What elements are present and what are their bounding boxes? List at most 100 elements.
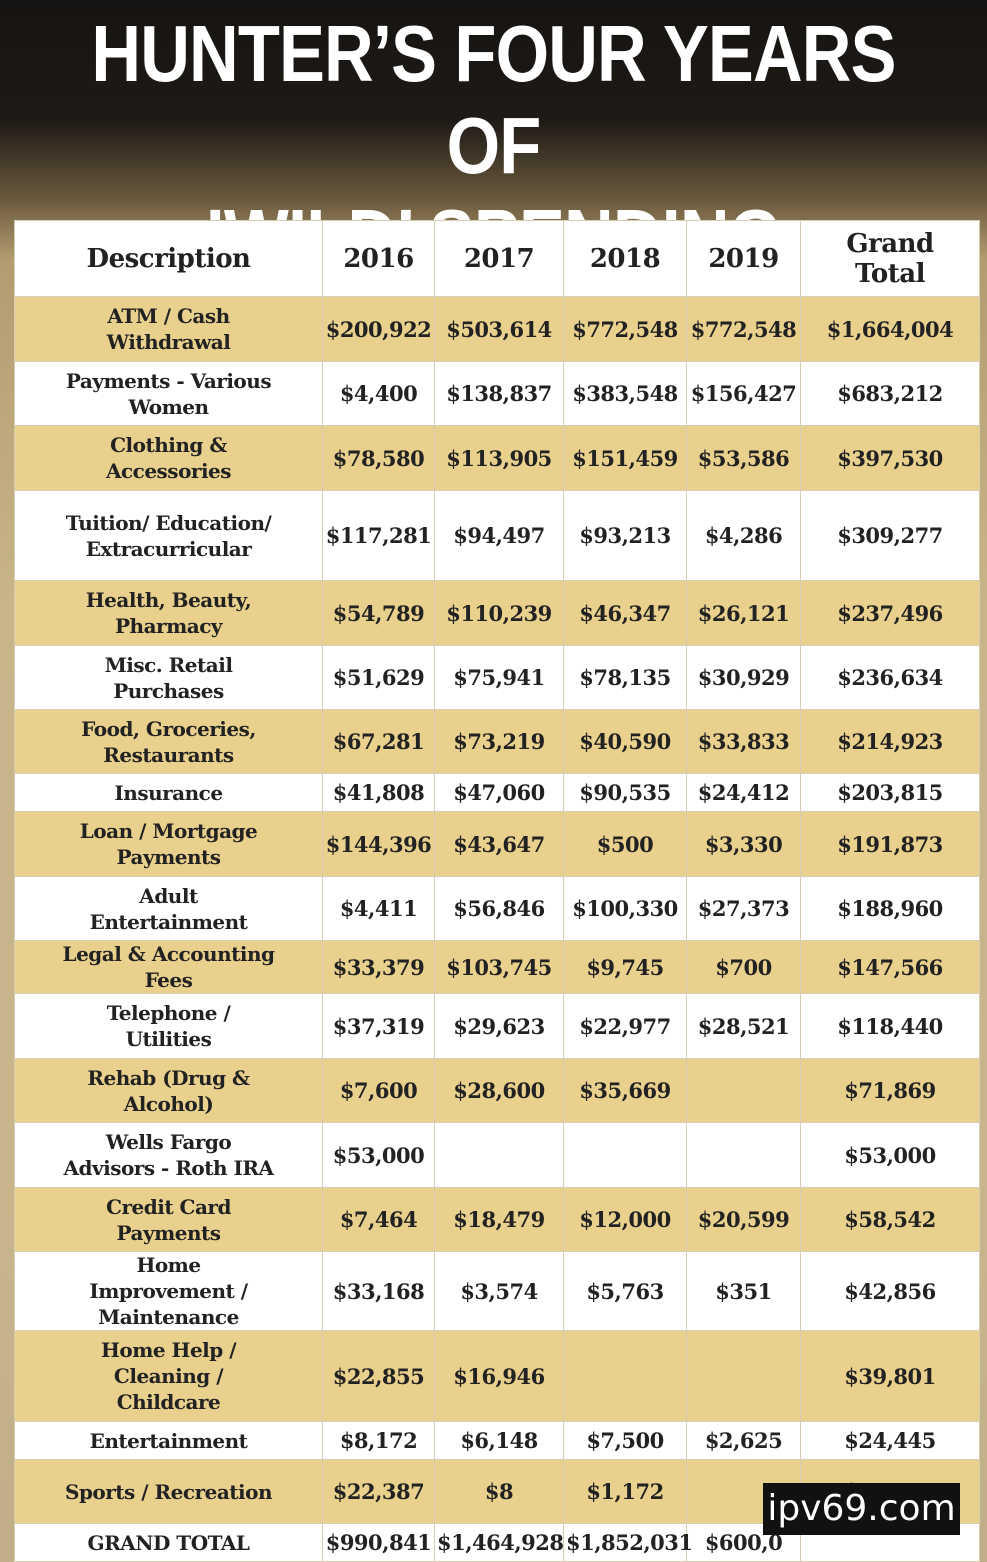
cell: $58,542 — [800, 1187, 980, 1252]
row-label-text: Legal & Accounting Fees — [62, 942, 275, 992]
cell: $43,647 — [434, 811, 564, 877]
cell: $237,496 — [800, 580, 980, 646]
row-label-text: Food, Groceries, Restaurants — [81, 716, 256, 767]
watermark: ipv69.com — [763, 1483, 960, 1535]
table-row: ATM / Cash Withdrawal $200,922 $503,614 $77… — [14, 296, 980, 362]
title-line: HUNTER’S FOUR YEARS OF — [91, 9, 896, 190]
cell: $20,599 — [686, 1187, 801, 1252]
table-row: Clothing & Accessories $78,580 $113,905 $15… — [14, 425, 980, 491]
cell: $46,347 — [563, 580, 687, 646]
cell: $138,837 — [434, 361, 564, 426]
cell: $56,846 — [434, 876, 564, 941]
cell: $4,400 — [322, 361, 435, 426]
table-row: Telephone / Utilities $37,319 $29,623 $22,9… — [14, 993, 980, 1059]
cell: $5,763 — [563, 1251, 687, 1331]
cell: $8 — [434, 1459, 564, 1524]
table-row: Adult Entertainment $4,411 $56,846 $100,330… — [14, 876, 980, 941]
table-row: Tuition/ Education/ Extracurricular $117,… — [14, 490, 980, 581]
row-label: Misc. Retail Purchases — [14, 645, 323, 710]
column-header-text: Grand Total — [846, 228, 934, 289]
cell: $41,808 — [322, 773, 435, 812]
cell: $27,373 — [686, 876, 801, 941]
row-label-text: Home Help / Cleaning / Childcare — [100, 1338, 237, 1414]
cell: $4,411 — [322, 876, 435, 941]
cell: $113,905 — [434, 425, 564, 491]
table-row: GRAND TOTAL $990,841 $1,464,928 $1,852,031 $… — [14, 1523, 980, 1562]
cell: $351 — [686, 1251, 801, 1331]
row-label-text: Telephone / Utilities — [106, 1001, 231, 1051]
cell: $117,281 — [322, 490, 435, 581]
cell: $7,464 — [322, 1187, 435, 1252]
header-row: Description 2016 2017 2018 2019 Grand Total — [14, 220, 980, 297]
cell: $1,464,928 — [434, 1523, 564, 1562]
cell: $40,590 — [563, 709, 687, 774]
cell: $309,277 — [800, 490, 980, 581]
cell: $24,445 — [800, 1421, 980, 1460]
table-row: Home Help / Cleaning / Childcare $22,855 $… — [14, 1330, 980, 1422]
column-header: Grand Total — [800, 220, 980, 297]
row-label: Home Help / Cleaning / Childcare — [14, 1330, 323, 1422]
cell: $18,479 — [434, 1187, 564, 1252]
cell: $16,946 — [434, 1330, 564, 1422]
cell: $772,548 — [686, 296, 801, 362]
cell: $214,923 — [800, 709, 980, 774]
cell: $28,600 — [434, 1058, 564, 1123]
cell: $1,852,031 — [563, 1523, 693, 1562]
cell: $35,669 — [563, 1058, 687, 1123]
cell: $53,000 — [800, 1122, 980, 1188]
row-label: Rehab (Drug & Alcohol) — [14, 1058, 323, 1123]
cell: $1,172 — [563, 1459, 687, 1524]
cell: $397,530 — [800, 425, 980, 491]
cell: $47,060 — [434, 773, 564, 812]
table-row: Rehab (Drug & Alcohol) $7,600 $28,600 $35,6… — [14, 1058, 980, 1123]
row-label-text: Clothing & Accessories — [105, 433, 232, 483]
table-row: Payments - Various Women $4,400 $138,837 $3… — [14, 361, 980, 426]
cell: $53,586 — [686, 425, 801, 491]
row-label: Adult Entertainment — [14, 876, 323, 941]
table-row: Legal & Accounting Fees $33,379 $103,745 $9… — [14, 940, 980, 994]
table-row: Home Improvement / Maintenance $33,168 $3,… — [14, 1251, 980, 1331]
cell: $22,387 — [322, 1459, 435, 1524]
cell: $147,566 — [800, 940, 980, 994]
row-label: Health, Beauty, Pharmacy — [14, 580, 323, 646]
cell: $4,286 — [686, 490, 801, 581]
column-header: Description — [14, 220, 323, 297]
table-row: Insurance $41,808 $47,060 $90,535 $24,412 $20… — [14, 773, 980, 812]
cell: $37,319 — [322, 993, 435, 1059]
row-label: Legal & Accounting Fees — [14, 940, 323, 994]
cell: $67,281 — [322, 709, 435, 774]
cell: $28,521 — [686, 993, 801, 1059]
row-label: GRAND TOTAL — [14, 1523, 323, 1562]
cell — [434, 1122, 564, 1188]
cell: $2,625 — [686, 1421, 801, 1460]
cell: $8,172 — [322, 1421, 435, 1460]
cell: $191,873 — [800, 811, 980, 877]
cell: $7,500 — [563, 1421, 687, 1460]
cell: $51,629 — [322, 645, 435, 710]
cell: $236,634 — [800, 645, 980, 710]
cell: $1,664,004 — [800, 296, 980, 362]
cell: $24,412 — [686, 773, 801, 812]
cell: $22,855 — [322, 1330, 435, 1422]
cell: $7,600 — [322, 1058, 435, 1123]
cell: $33,379 — [322, 940, 435, 994]
row-label-text: Health, Beauty, Pharmacy — [85, 588, 252, 638]
table-row: Food, Groceries, Restaurants $67,281 $73,2… — [14, 709, 980, 774]
row-label: Insurance — [14, 773, 323, 812]
cell: $30,929 — [686, 645, 801, 710]
cell: $503,614 — [434, 296, 564, 362]
row-label: Entertainment — [14, 1421, 323, 1460]
cell: $33,833 — [686, 709, 801, 774]
cell: $9,745 — [563, 940, 687, 994]
row-label: Wells Fargo Advisors - Roth IRA — [14, 1122, 323, 1188]
table-row: Wells Fargo Advisors - Roth IRA $53,000 $5… — [14, 1122, 980, 1188]
cell: $78,135 — [563, 645, 687, 710]
row-label: Tuition/ Education/ Extracurricular — [14, 490, 323, 581]
cell: $73,219 — [434, 709, 564, 774]
row-label-text: Adult Entertainment — [89, 883, 248, 934]
row-label: Telephone / Utilities — [14, 993, 323, 1059]
cell: $144,396 — [322, 811, 435, 877]
cell: $53,000 — [322, 1122, 435, 1188]
row-label: Clothing & Accessories — [14, 425, 323, 491]
